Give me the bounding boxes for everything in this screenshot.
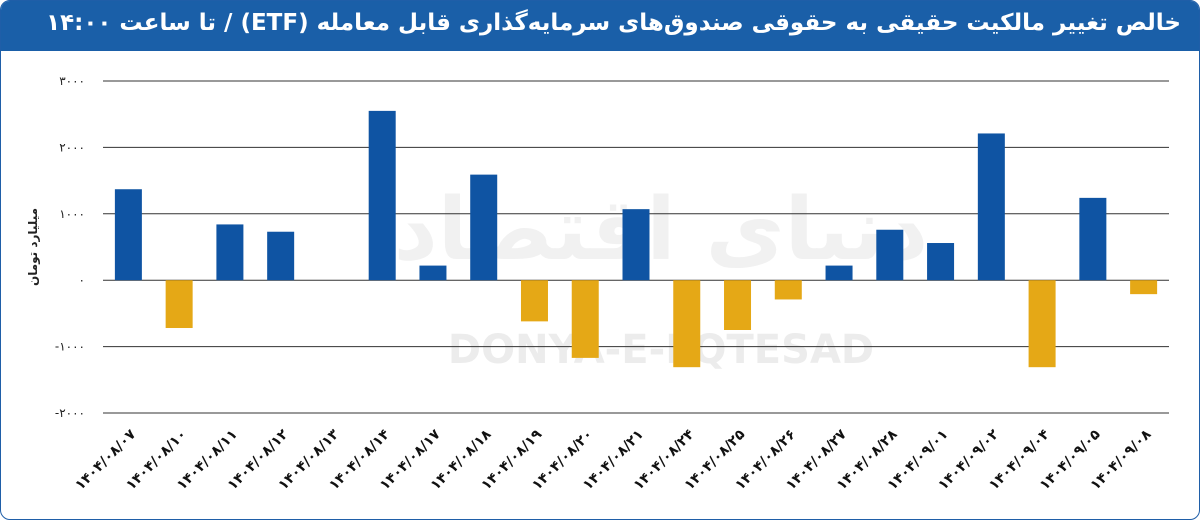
bar (774, 280, 802, 300)
bar (165, 280, 193, 329)
y-axis-label: میلیارد تومان (26, 208, 41, 286)
y-tick-label: ۳۰۰۰ (59, 74, 85, 88)
bar (622, 209, 650, 281)
bar (1028, 280, 1056, 368)
y-tick-label: ۱۰۰۰ (59, 207, 85, 221)
bar (825, 265, 853, 281)
bar (419, 265, 447, 281)
bar (114, 189, 142, 281)
bar (1130, 280, 1158, 295)
bar (724, 280, 752, 330)
bar (368, 110, 396, 281)
y-tick-label: -۱۰۰۰ (55, 340, 85, 354)
y-tick-label: ۰ (79, 273, 85, 287)
bar (267, 231, 295, 281)
bar (520, 280, 548, 322)
y-tick-label: -۲۰۰۰ (55, 406, 85, 420)
bar (673, 280, 701, 368)
bar (216, 224, 244, 281)
chart-title: خالص تغییر مالکیت حقیقی به حقوقی صندوق‌ه… (46, 10, 1181, 36)
bar (876, 229, 904, 281)
watermark-latin: DONYA-E-EQTESAD (448, 327, 874, 373)
chart-header: خالص تغییر مالکیت حقیقی به حقوقی صندوق‌ه… (1, 1, 1199, 51)
bar (571, 280, 599, 358)
bar (1079, 197, 1107, 281)
bar (470, 174, 498, 281)
bar (927, 243, 955, 281)
y-tick-label: ۲۰۰۰ (59, 140, 85, 154)
bar (977, 133, 1005, 281)
